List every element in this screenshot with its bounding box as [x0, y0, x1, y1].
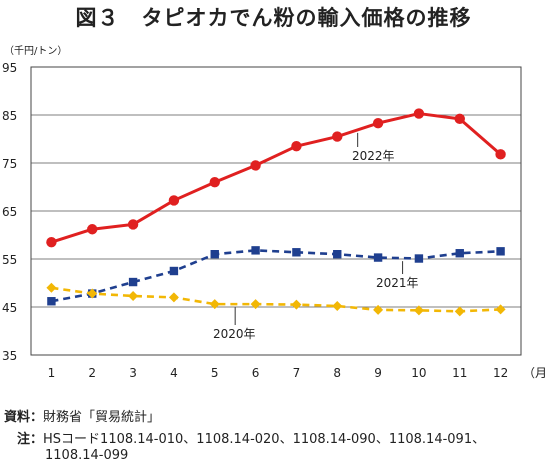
note-key: 注：	[17, 432, 44, 447]
x-tick-label-2: 2	[88, 366, 96, 380]
point-2022-5	[209, 177, 220, 188]
x-axis-unit-label: （月）	[523, 366, 547, 380]
point-2021-4	[169, 266, 179, 276]
point-2022-4	[168, 195, 180, 206]
point-2020-6	[250, 299, 261, 310]
point-2021-9	[373, 253, 383, 262]
point-2020-10	[413, 305, 424, 316]
point-2021-10	[414, 254, 424, 263]
point-2020-1	[46, 282, 57, 293]
point-2022-7	[291, 141, 302, 152]
y-tick-label-85: 85	[2, 109, 17, 123]
point-2020-7	[291, 299, 302, 310]
series-label-2021: 2021年	[376, 276, 419, 290]
note-text-line1: HSコード1108.14-010、1108.14-020、1108.14-090…	[43, 432, 486, 447]
footnote-line2: 1108.14-099	[45, 448, 128, 463]
x-tick-label-9: 9	[374, 366, 382, 380]
point-2021-5	[210, 250, 219, 259]
x-tick-label-6: 6	[252, 366, 260, 380]
x-tick-label-8: 8	[333, 366, 341, 380]
point-2022-9	[372, 117, 384, 129]
point-2021-6	[251, 246, 260, 255]
y-tick-label-65: 65	[2, 205, 17, 219]
point-2020-8	[332, 301, 343, 312]
point-2020-3	[128, 290, 139, 301]
series-line-2021	[51, 249, 501, 303]
line-chart: 35455565758595123456789101112（月）2022年202…	[2, 61, 547, 380]
point-2022-3	[127, 219, 139, 230]
point-2020-9	[373, 304, 384, 315]
point-2020-5	[209, 299, 220, 310]
chart-title: 図３ タピオカでん粉の輸入価格の推移	[75, 6, 472, 30]
point-2021-11	[455, 249, 464, 258]
point-2021-12	[496, 247, 505, 256]
y-tick-label-55: 55	[2, 253, 17, 267]
y-tick-label-95: 95	[2, 61, 17, 75]
point-2022-12	[495, 149, 506, 160]
y-axis-unit-label: （千円/トン）	[4, 46, 68, 57]
footnote: 注：HSコード1108.14-010、1108.14-020、1108.14-0…	[17, 428, 485, 447]
point-2022-1	[46, 237, 57, 248]
x-tick-label-7: 7	[293, 366, 301, 380]
y-tick-label-45: 45	[2, 301, 17, 315]
x-tick-label-10: 10	[411, 366, 426, 380]
series-label-2020: 2020年	[213, 327, 256, 341]
point-2020-4	[168, 292, 179, 303]
series-label-2022: 2022年	[352, 149, 395, 163]
series-line-2022	[50, 112, 502, 244]
y-tick-label-75: 75	[2, 157, 17, 171]
x-tick-label-4: 4	[170, 366, 178, 380]
point-2022-2	[87, 224, 98, 235]
x-tick-label-5: 5	[211, 366, 219, 380]
x-tick-label-1: 1	[48, 366, 56, 380]
series-line-2020	[51, 286, 501, 313]
point-2022-6	[250, 160, 261, 171]
source-text: 財務省「貿易統計」	[43, 410, 161, 425]
point-2021-8	[333, 250, 342, 259]
point-2021-1	[47, 297, 56, 306]
note-text-line2: 1108.14-099	[45, 448, 129, 463]
point-2021-3	[128, 277, 138, 287]
point-2022-8	[332, 131, 343, 142]
x-tick-label-12: 12	[493, 366, 508, 380]
source-key: 資料：	[4, 410, 44, 425]
point-2020-12	[495, 304, 506, 315]
y-tick-label-35: 35	[2, 349, 17, 363]
point-2022-11	[454, 113, 465, 125]
point-2022-10	[413, 108, 425, 119]
point-2021-7	[292, 248, 301, 257]
point-2020-2	[87, 288, 98, 299]
source-note: 資料：財務省「貿易統計」	[4, 406, 160, 425]
point-2020-11	[454, 306, 465, 317]
x-tick-label-3: 3	[129, 366, 137, 380]
x-tick-label-11: 11	[452, 366, 467, 380]
